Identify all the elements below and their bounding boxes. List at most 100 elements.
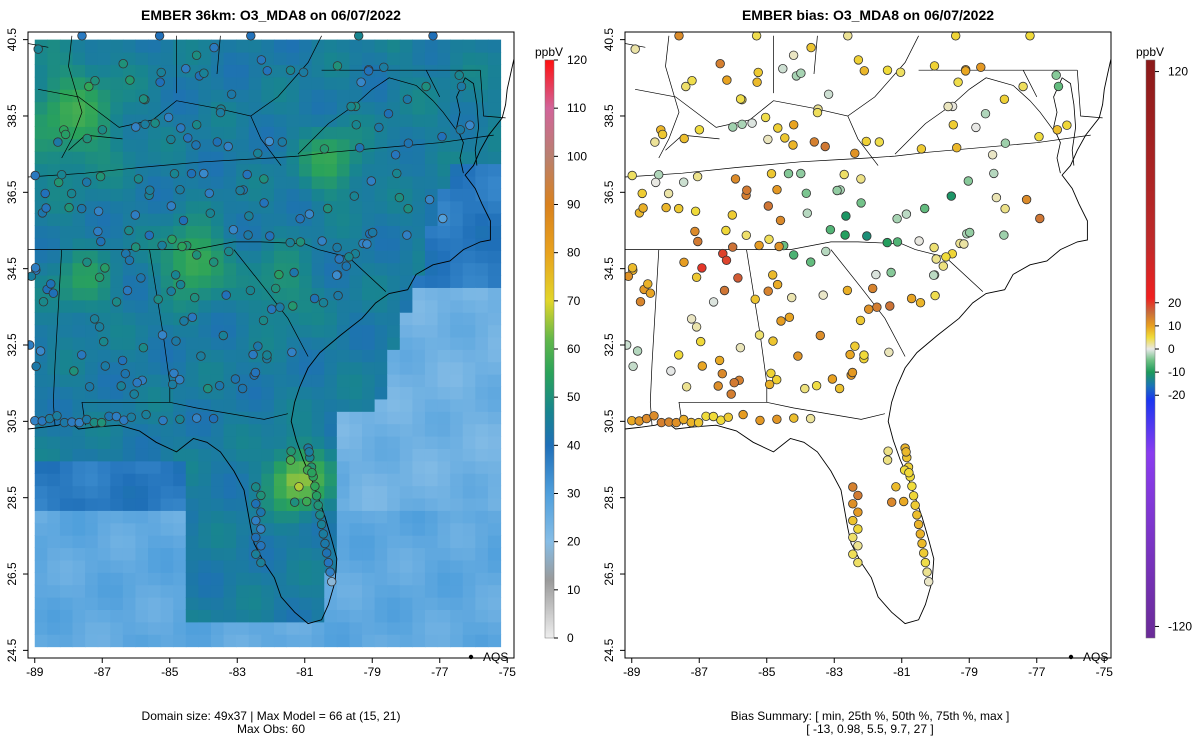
bias-site xyxy=(892,237,903,247)
observation-site xyxy=(97,125,108,135)
state-border xyxy=(1012,85,1058,136)
heatmap-cell xyxy=(387,52,401,66)
observation-site xyxy=(366,176,377,186)
observation-site xyxy=(183,133,193,143)
heatmap-cell xyxy=(248,634,262,648)
heatmap-cell xyxy=(185,609,199,623)
heatmap-cell xyxy=(97,76,111,90)
colorbar-tick-label-bias: -20 xyxy=(1168,388,1186,402)
heatmap-cell xyxy=(273,200,288,214)
heatmap-cell xyxy=(462,621,476,635)
heatmap-cell xyxy=(236,609,250,623)
heatmap-cell xyxy=(97,52,111,66)
heatmap-cell xyxy=(324,448,338,462)
heatmap-cell xyxy=(122,398,137,412)
observation-site xyxy=(130,210,141,220)
heatmap-cell xyxy=(324,634,338,648)
heatmap-cell xyxy=(148,460,162,474)
heatmap-cell xyxy=(34,374,48,388)
bias-site xyxy=(1052,125,1063,135)
heatmap-cell xyxy=(173,547,187,561)
heatmap-cell xyxy=(362,113,376,127)
heatmap-cell xyxy=(475,621,489,635)
heatmap-cell xyxy=(362,188,376,202)
heatmap-cell xyxy=(336,423,351,437)
heatmap-cell xyxy=(173,52,187,66)
heatmap-cell xyxy=(110,336,124,350)
heatmap-cell xyxy=(412,213,426,227)
bias-site xyxy=(812,107,823,118)
heatmap-cell xyxy=(122,497,137,511)
heatmap-cell xyxy=(85,448,99,462)
observation-site xyxy=(30,170,40,181)
heatmap-cell xyxy=(72,250,86,264)
heatmap-cell xyxy=(324,113,338,127)
observation-site xyxy=(166,134,176,145)
heatmap-cell xyxy=(450,423,464,437)
bias-site xyxy=(643,279,653,289)
state-border xyxy=(830,249,906,357)
bias-site xyxy=(862,231,872,241)
heatmap-cell xyxy=(72,312,86,326)
heatmap-cell xyxy=(462,250,476,264)
heatmap-cell xyxy=(424,349,439,363)
heatmap-cell xyxy=(210,163,225,177)
heatmap-cell xyxy=(72,535,86,549)
bias-site xyxy=(815,330,826,341)
bias-site xyxy=(721,255,732,265)
heatmap-cell xyxy=(85,435,99,449)
heatmap-cell xyxy=(450,151,464,165)
heatmap-cell xyxy=(374,398,388,412)
heatmap-cell xyxy=(374,361,388,375)
heatmap-cell xyxy=(374,312,388,326)
heatmap-cell xyxy=(97,485,111,499)
heatmap-cell xyxy=(349,497,363,511)
heatmap-cell xyxy=(324,349,338,363)
heatmap-cell xyxy=(261,460,275,474)
heatmap-cell xyxy=(273,39,288,53)
heatmap-cell xyxy=(198,448,212,462)
heatmap-cell xyxy=(286,89,300,103)
heatmap-cell xyxy=(437,299,451,313)
heatmap-cell xyxy=(437,312,451,326)
heatmap-cell xyxy=(173,151,187,165)
y-tick-label-left: 28.5 xyxy=(5,486,19,510)
heatmap-cell xyxy=(336,398,351,412)
heatmap-cell xyxy=(412,473,426,487)
heatmap-cell xyxy=(349,386,363,400)
heatmap-cell xyxy=(324,423,338,437)
heatmap-cell xyxy=(160,39,174,53)
heatmap-cell xyxy=(135,634,149,648)
heatmap-cell xyxy=(387,213,401,227)
bias-site xyxy=(657,129,668,140)
heatmap-cell xyxy=(462,547,476,561)
bias-site xyxy=(714,355,725,366)
heatmap-cell xyxy=(336,572,351,586)
observation-site xyxy=(191,140,201,150)
heatmap-cell xyxy=(248,460,262,474)
heatmap-cell xyxy=(85,522,99,536)
heatmap-cell xyxy=(399,485,413,499)
heatmap-cell xyxy=(487,609,502,623)
heatmap-cell xyxy=(273,312,288,326)
heatmap-cell xyxy=(487,349,502,363)
heatmap-cell xyxy=(424,584,439,598)
heatmap-cell xyxy=(85,634,99,648)
observation-site xyxy=(237,383,248,394)
heatmap-cell xyxy=(210,559,225,573)
heatmap-cell xyxy=(85,460,99,474)
heatmap-cell xyxy=(110,361,124,375)
heatmap-cell xyxy=(374,423,388,437)
heatmap-cell xyxy=(374,448,388,462)
heatmap-cell xyxy=(349,485,363,499)
heatmap-cell xyxy=(336,89,351,103)
heatmap-cell xyxy=(261,76,275,90)
heatmap-cell xyxy=(173,609,187,623)
heatmap-cell xyxy=(148,621,162,635)
observation-site xyxy=(199,68,209,78)
bias-site xyxy=(916,144,927,154)
heatmap-cell xyxy=(261,411,275,425)
heatmap-cell xyxy=(437,250,451,264)
heatmap-cell xyxy=(424,39,439,53)
